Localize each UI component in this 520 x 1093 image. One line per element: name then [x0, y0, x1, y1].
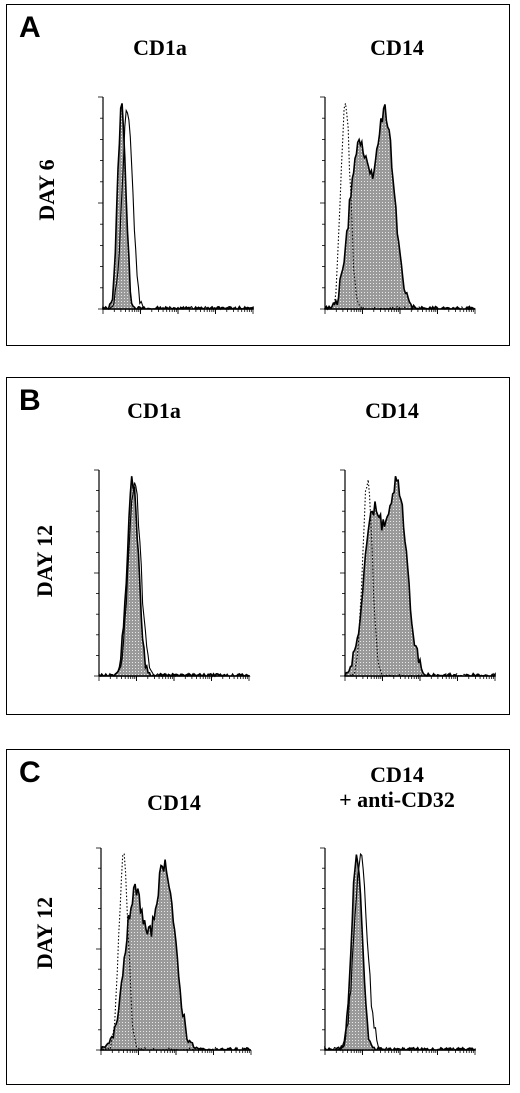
histogram-series-outline: [98, 482, 251, 677]
histogram-series-shaded: [99, 859, 251, 1051]
panel-b: B CD1a CD14 DAY 12: [6, 377, 510, 715]
histogram-series-outline: [102, 108, 254, 310]
column-title-left: CD14: [147, 790, 201, 815]
histogram-b-right: [340, 469, 497, 681]
panel-letter: B: [19, 384, 41, 417]
panel-c: C CD14 CD14 + anti-CD32 DAY 12: [6, 749, 510, 1085]
column-title-left: CD1a: [133, 35, 187, 60]
panel-a: A CD1a CD14 DAY 6: [6, 4, 510, 346]
panel-letter: A: [19, 11, 41, 44]
histogram-series-shaded: [324, 104, 476, 311]
column-title-left: CD1a: [127, 398, 181, 423]
column-title-right: CD14: [365, 398, 419, 423]
histogram-b-left: [94, 469, 251, 681]
row-label: DAY 12: [32, 524, 57, 598]
row-label: DAY 12: [32, 896, 57, 970]
column-title-right: CD14 + anti-CD32: [339, 762, 455, 812]
histogram-series-shaded: [324, 854, 476, 1052]
histogram-series-shaded: [99, 476, 250, 678]
histogram-c-right: [320, 847, 476, 1055]
histogram-series-shaded: [344, 475, 496, 678]
histogram-a-left: [98, 96, 254, 314]
row-label: DAY 6: [34, 159, 59, 221]
panel-letter: C: [19, 756, 41, 789]
histogram-series-outline: [325, 852, 476, 1051]
histogram-c-left: [96, 847, 252, 1055]
histogram-series-dotted: [100, 853, 251, 1052]
column-title-right: CD14: [370, 35, 424, 60]
histogram-series-dotted: [325, 103, 476, 311]
histogram-series-shaded: [102, 103, 254, 311]
histogram-a-right: [320, 96, 476, 314]
